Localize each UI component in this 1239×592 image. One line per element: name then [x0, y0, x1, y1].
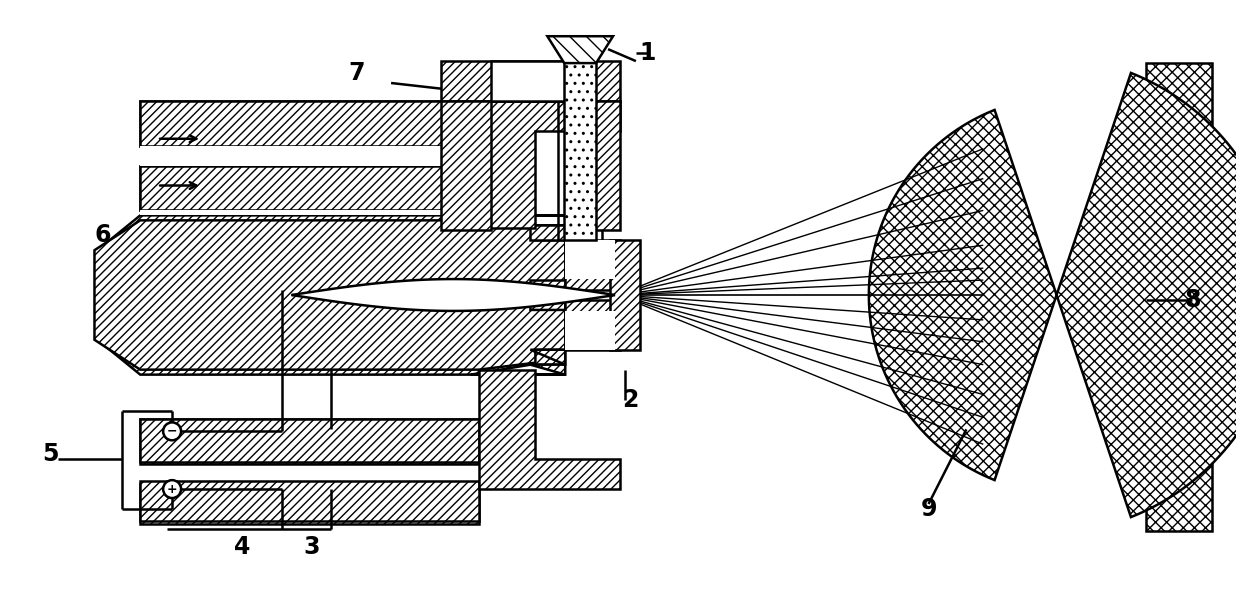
Text: −: − [167, 425, 177, 438]
Polygon shape [471, 215, 565, 290]
Polygon shape [565, 240, 615, 279]
Bar [140, 484, 478, 524]
Bar [1146, 63, 1212, 531]
Polygon shape [140, 101, 478, 146]
Polygon shape [478, 369, 620, 489]
Circle shape [164, 480, 181, 498]
Text: 6: 6 [94, 223, 110, 247]
Text: 1: 1 [639, 41, 657, 65]
Text: 7: 7 [348, 61, 364, 85]
Bar [441, 61, 620, 101]
Text: 3: 3 [304, 535, 320, 559]
Bar [610, 240, 639, 350]
Polygon shape [140, 210, 478, 215]
Polygon shape [478, 101, 620, 229]
Text: +: + [167, 482, 177, 496]
Bar [441, 101, 491, 230]
Polygon shape [471, 300, 565, 375]
Text: 5: 5 [42, 442, 59, 466]
Polygon shape [94, 220, 565, 369]
Bar [491, 61, 570, 101]
Polygon shape [548, 36, 613, 63]
Bar [140, 419, 478, 464]
Polygon shape [291, 279, 615, 311]
Bar [140, 166, 478, 210]
Text: 8: 8 [1184, 288, 1201, 312]
Polygon shape [565, 300, 620, 350]
Circle shape [164, 423, 181, 440]
Polygon shape [140, 481, 478, 521]
Polygon shape [140, 146, 478, 166]
Polygon shape [140, 419, 478, 462]
Text: 4: 4 [234, 535, 250, 559]
Polygon shape [140, 166, 478, 210]
Bar [570, 101, 620, 230]
Bar [564, 61, 596, 240]
Polygon shape [869, 73, 1239, 517]
Polygon shape [565, 240, 620, 290]
Polygon shape [98, 215, 565, 375]
Bar [140, 101, 478, 146]
Text: 9: 9 [921, 497, 937, 521]
Polygon shape [565, 311, 615, 350]
Text: 2: 2 [622, 388, 638, 411]
